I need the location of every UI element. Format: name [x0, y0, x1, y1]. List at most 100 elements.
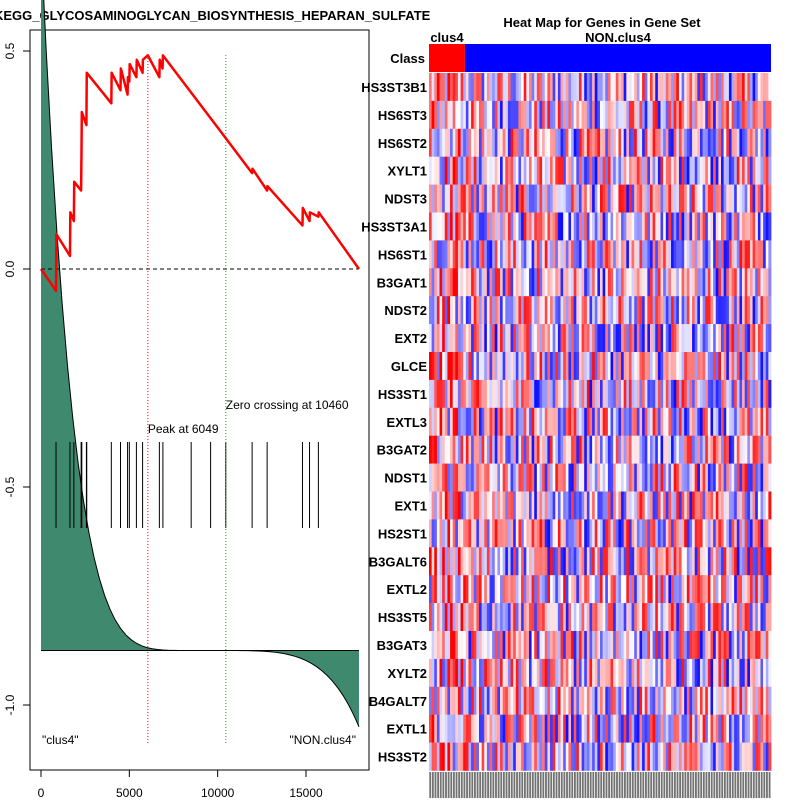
heatmap-cell: [705, 324, 709, 353]
heatmap-cell: [515, 156, 519, 185]
heatmap-cell: [747, 658, 751, 688]
heatmap-cell: [628, 714, 632, 743]
heatmap-cell: [731, 268, 735, 297]
heatmap-cell: [557, 519, 561, 548]
heatmap-cell: [568, 575, 572, 604]
heatmap-cell: [550, 156, 554, 185]
heatmap-cell: [739, 435, 743, 464]
heatmap-cell: [636, 73, 640, 102]
heatmap-cell: [544, 240, 548, 269]
sample-label-stub: [558, 772, 561, 798]
heatmap-cell: [731, 686, 735, 715]
heatmap-cell: [431, 379, 435, 409]
heatmap-cell: [450, 379, 454, 409]
heatmap-cell: [623, 212, 627, 241]
heatmap-cell: [573, 631, 577, 660]
heatmap-cell: [547, 714, 551, 743]
heatmap-cell: [715, 714, 719, 743]
heatmap-cell: [731, 519, 735, 548]
heatmap-cell: [723, 547, 727, 576]
sample-label-stub: [442, 772, 445, 798]
heatmap-cell: [628, 73, 632, 102]
heatmap-cell: [444, 296, 448, 325]
heatmap-cell: [678, 379, 682, 409]
heatmap-cell: [486, 379, 490, 409]
heatmap-cell: [500, 379, 504, 409]
heatmap-cell: [752, 603, 756, 632]
heatmap-cell: [636, 519, 640, 548]
heatmap-cell: [623, 324, 627, 353]
heatmap-cell: [736, 324, 740, 353]
heatmap-cell: [597, 407, 601, 436]
heatmap-cell: [439, 519, 443, 548]
heatmap-cell: [763, 352, 767, 381]
heatmap-cell: [657, 156, 661, 185]
heatmap-cell: [507, 156, 511, 185]
heatmap-cell: [621, 128, 625, 157]
heatmap-cell: [699, 686, 703, 715]
heatmap-cell: [699, 463, 703, 492]
heatmap-cell: [489, 240, 493, 269]
heatmap-cell: [565, 324, 569, 353]
heatmap-cell: [486, 73, 490, 102]
heatmap-cell: [713, 575, 717, 604]
gene-label: B3GALT6: [369, 554, 427, 569]
heatmap-cell: [760, 407, 764, 436]
heatmap-cell: [476, 156, 480, 185]
heatmap-cell: [660, 184, 664, 213]
heatmap-cell: [652, 128, 656, 157]
heatmap-cell: [507, 742, 511, 771]
heatmap-cell: [515, 686, 519, 715]
heatmap-cell: [531, 379, 535, 409]
heatmap-cell: [634, 128, 638, 157]
heatmap-cell: [518, 519, 522, 548]
heatmap-cell: [502, 519, 506, 548]
heatmap-cell: [455, 184, 459, 213]
heatmap-cell: [742, 658, 746, 688]
heatmap-cell: [668, 686, 672, 715]
heatmap-cell: [592, 100, 596, 130]
heatmap-cell: [626, 463, 630, 492]
heatmap-cell: [752, 463, 756, 492]
heatmap-cell: [489, 714, 493, 743]
heatmap-cell: [555, 463, 559, 492]
heatmap-cell: [597, 379, 601, 409]
heatmap-cell: [439, 407, 443, 436]
heatmap-cell: [452, 603, 456, 632]
heatmap-cell: [684, 240, 688, 269]
heatmap-cell: [671, 519, 675, 548]
heatmap-cell: [628, 463, 632, 492]
heatmap-cell: [626, 491, 630, 520]
heatmap-cell: [660, 407, 664, 436]
heatmap-cell: [705, 658, 709, 688]
heatmap-cell: [618, 100, 622, 130]
heatmap-cell: [768, 519, 772, 548]
heatmap-cell: [663, 631, 667, 660]
heatmap-cell: [610, 575, 614, 604]
heatmap-cell: [507, 686, 511, 715]
heatmap-cell: [513, 714, 517, 743]
heatmap-cell: [755, 603, 759, 632]
heatmap-cell: [744, 631, 748, 660]
heatmap-cell: [502, 296, 506, 325]
heatmap-cell: [468, 379, 472, 409]
heatmap-cell: [718, 519, 722, 548]
heatmap-cell: [676, 742, 680, 771]
heatmap-cell: [739, 352, 743, 381]
heatmap-cell: [692, 352, 696, 381]
sample-label-stub: [623, 772, 626, 798]
heatmap-cell: [623, 575, 627, 604]
sample-label-stub: [458, 772, 461, 798]
heatmap-cell: [497, 184, 501, 213]
heatmap-cell: [576, 519, 580, 548]
sample-label-stub: [592, 772, 595, 798]
heatmap-cell: [649, 519, 654, 548]
heatmap-cell: [576, 658, 580, 688]
heatmap-cell: [460, 547, 464, 576]
heatmap-cell: [655, 714, 659, 743]
heatmap-cell: [581, 324, 585, 353]
heatmap-cell: [528, 603, 532, 632]
heatmap-cell: [592, 686, 596, 715]
heatmap-cell: [431, 603, 435, 632]
heatmap-cell: [676, 268, 680, 297]
